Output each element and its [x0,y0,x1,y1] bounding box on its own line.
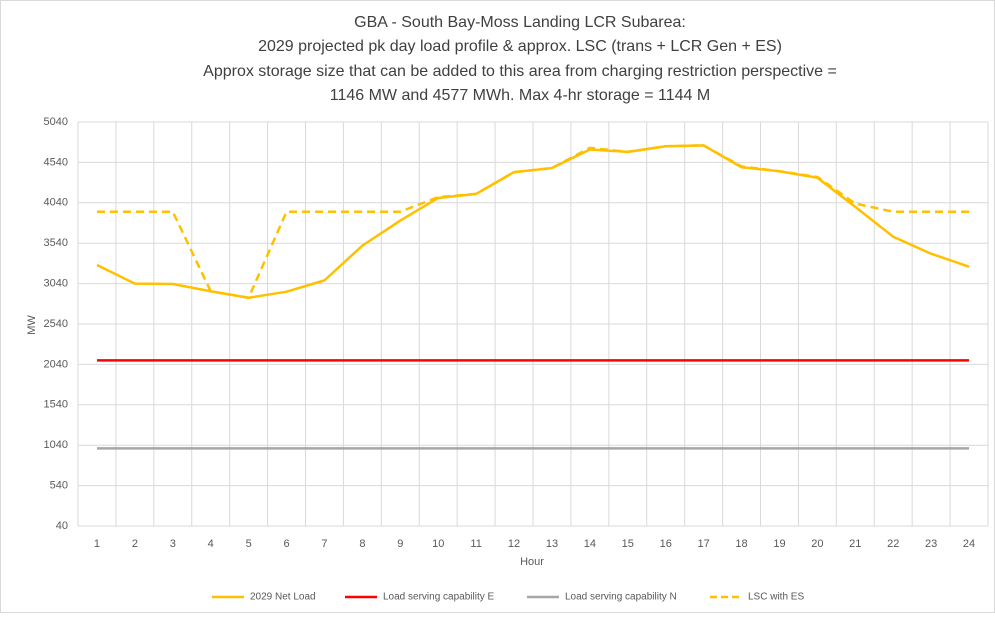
x-tick-label: 24 [963,538,975,550]
x-axis-label: Hour [520,556,544,568]
x-tick-label: 18 [735,538,747,550]
x-tick-label: 8 [359,538,365,550]
y-axis-label: MW [26,315,38,335]
y-tick-label: 3040 [44,278,68,290]
legend-label: Load serving capability N [565,592,677,603]
y-tick-label: 5040 [44,116,68,128]
x-tick-label: 6 [283,538,289,550]
legend-label: LSC with ES [748,592,804,603]
x-tick-label: 22 [887,538,899,550]
x-tick-label: 19 [773,538,785,550]
x-tick-label: 23 [925,538,937,550]
y-tick-label: 1040 [44,439,68,451]
y-tick-label: 2540 [44,318,68,330]
y-tick-label: 1540 [44,399,68,411]
chart-title: 1146 MW and 4577 MWh. Max 4-hr storage =… [330,87,710,104]
x-tick-label: 7 [321,538,327,550]
legend-label: 2029 Net Load [250,592,316,603]
x-tick-label: 21 [849,538,861,550]
x-tick-label: 12 [508,538,520,550]
x-tick-label: 17 [698,538,710,550]
x-tick-label: 10 [432,538,444,550]
y-tick-label: 4040 [44,197,68,209]
x-tick-label: 11 [470,538,481,550]
y-tick-label: 40 [56,520,68,532]
y-tick-label: 540 [50,480,68,492]
y-tick-label: 4540 [44,156,68,168]
x-tick-label: 1 [94,538,100,550]
chart-title: Approx storage size that can be added to… [203,63,837,80]
chart-title: 2029 projected pk day load profile & app… [258,38,782,55]
x-tick-label: 2 [132,538,138,550]
series-line [96,144,970,299]
x-tick-label: 9 [397,538,403,550]
x-tick-label: 15 [622,538,634,550]
x-tick-label: 4 [208,538,214,550]
chart-title: GBA - South Bay-Moss Landing LCR Subarea… [354,14,686,31]
x-tick-label: 3 [170,538,176,550]
y-tick-label: 3540 [44,237,68,249]
y-tick-label: 2040 [44,358,68,370]
x-tick-label: 16 [660,538,672,550]
x-tick-label: 20 [811,538,823,550]
x-tick-label: 5 [246,538,252,550]
x-tick-label: 13 [546,538,558,550]
legend-label: Load serving capability E [383,592,495,603]
x-tick-label: 14 [584,538,596,550]
